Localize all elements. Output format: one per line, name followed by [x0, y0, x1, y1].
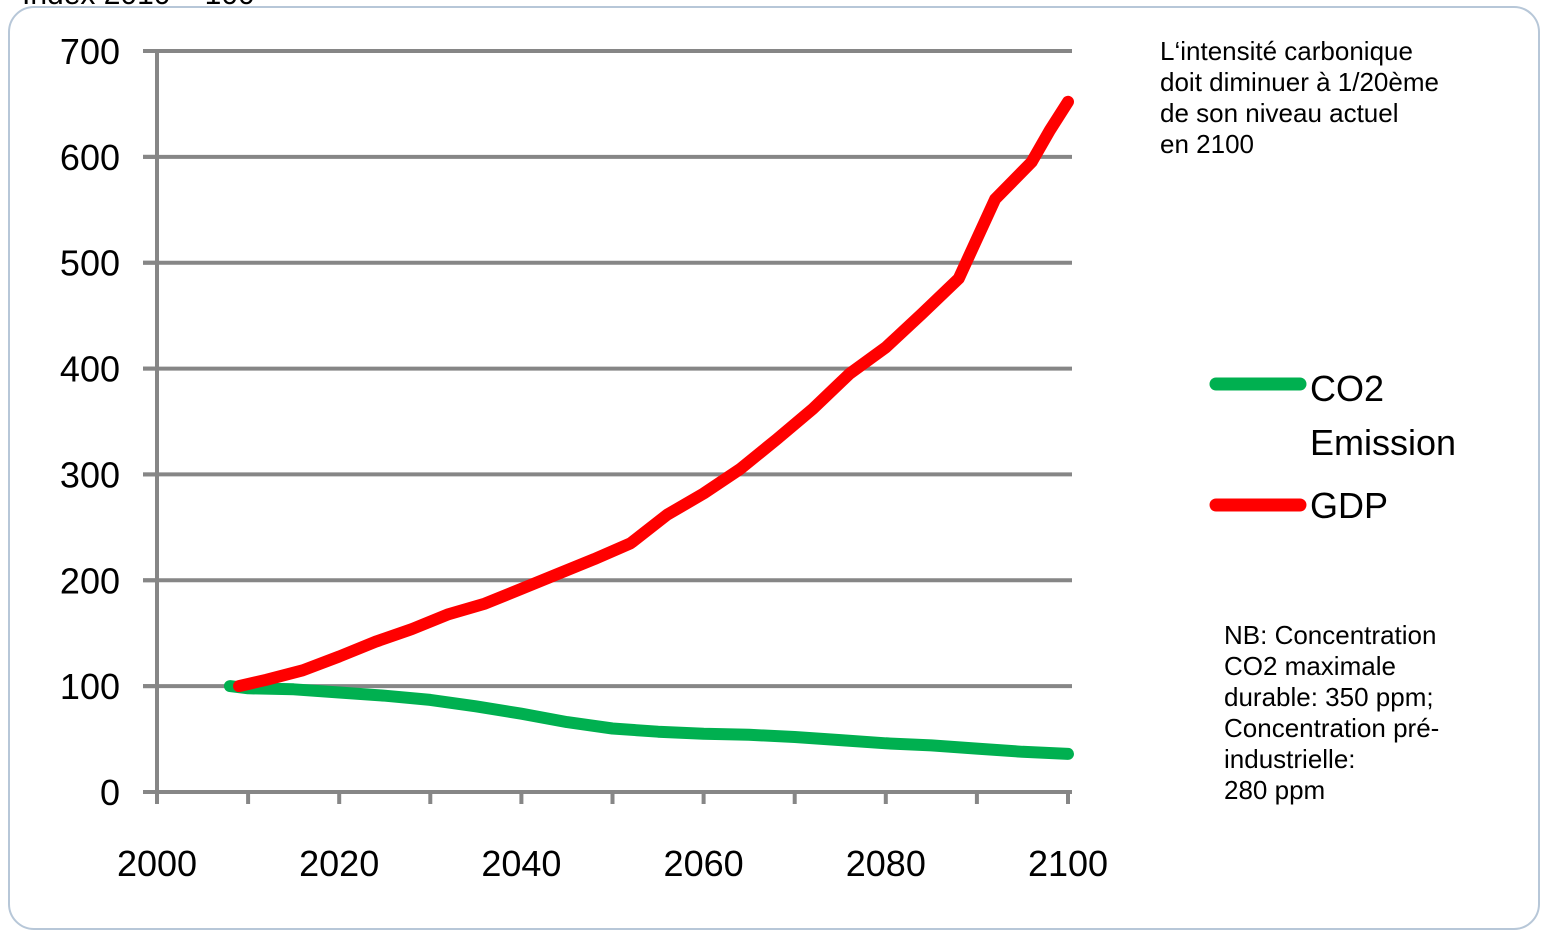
legend: CO2 Emission GDP: [1209, 368, 1456, 526]
y-tick-label: 200: [60, 560, 120, 601]
carbon-intensity-line: en 2100: [1160, 129, 1254, 159]
y-tick-label: 100: [60, 666, 120, 707]
x-tick-label: 2040: [481, 843, 561, 884]
y-tick-label: 0: [100, 772, 120, 813]
carbon-intensity-line: de son niveau actuel: [1160, 98, 1399, 128]
legend-label-gdp: GDP: [1310, 485, 1388, 526]
x-tick-label: 2080: [846, 843, 926, 884]
carbon-intensity-note: L‘intensité carbonique doit diminuer à 1…: [1160, 36, 1439, 160]
nb-note-line: NB: Concentration: [1224, 620, 1437, 650]
clipped-header-text: Index 2010 = 100: [22, 0, 255, 12]
y-tick-label: 300: [60, 454, 120, 495]
chart-frame: [8, 6, 1540, 930]
nb-note-line: durable: 350 ppm;: [1224, 682, 1434, 712]
legend-label-co2: CO2: [1310, 368, 1384, 409]
y-tick-label: 400: [60, 349, 120, 390]
nb-note-line: Concentration pré-: [1224, 713, 1440, 743]
carbon-intensity-line: doit diminuer à 1/20ème: [1160, 67, 1439, 97]
gridlines: [143, 49, 1072, 689]
nb-note-line: industrielle:: [1224, 744, 1356, 774]
legend-label-co2-line2: Emission: [1310, 422, 1456, 463]
carbon-intensity-line: L‘intensité carbonique: [1160, 36, 1413, 66]
x-tick-label: 2100: [1028, 843, 1108, 884]
nb-note-line: 280 ppm: [1224, 775, 1326, 805]
series-line-co2-emission: [223, 680, 1074, 760]
series-line-gdp: [233, 95, 1074, 693]
y-tick-label: 500: [60, 243, 120, 284]
x-tick-label: 2020: [299, 843, 379, 884]
nb-concentration-note: NB: Concentration CO2 maximale durable: …: [1224, 620, 1439, 806]
x-tick-label: 2000: [117, 843, 197, 884]
y-tick-labels: 0 100 200 300 400 500 600 700: [60, 31, 120, 813]
series-lines: [223, 95, 1074, 760]
y-tick-label: 600: [60, 137, 120, 178]
axes: [143, 49, 1072, 804]
x-tick-labels: 2000 2020 2040 2060 2080 2100: [117, 843, 1108, 884]
y-tick-label: 700: [60, 31, 120, 72]
x-tick-label: 2060: [664, 843, 744, 884]
nb-note-line: CO2 maximale: [1224, 651, 1396, 681]
